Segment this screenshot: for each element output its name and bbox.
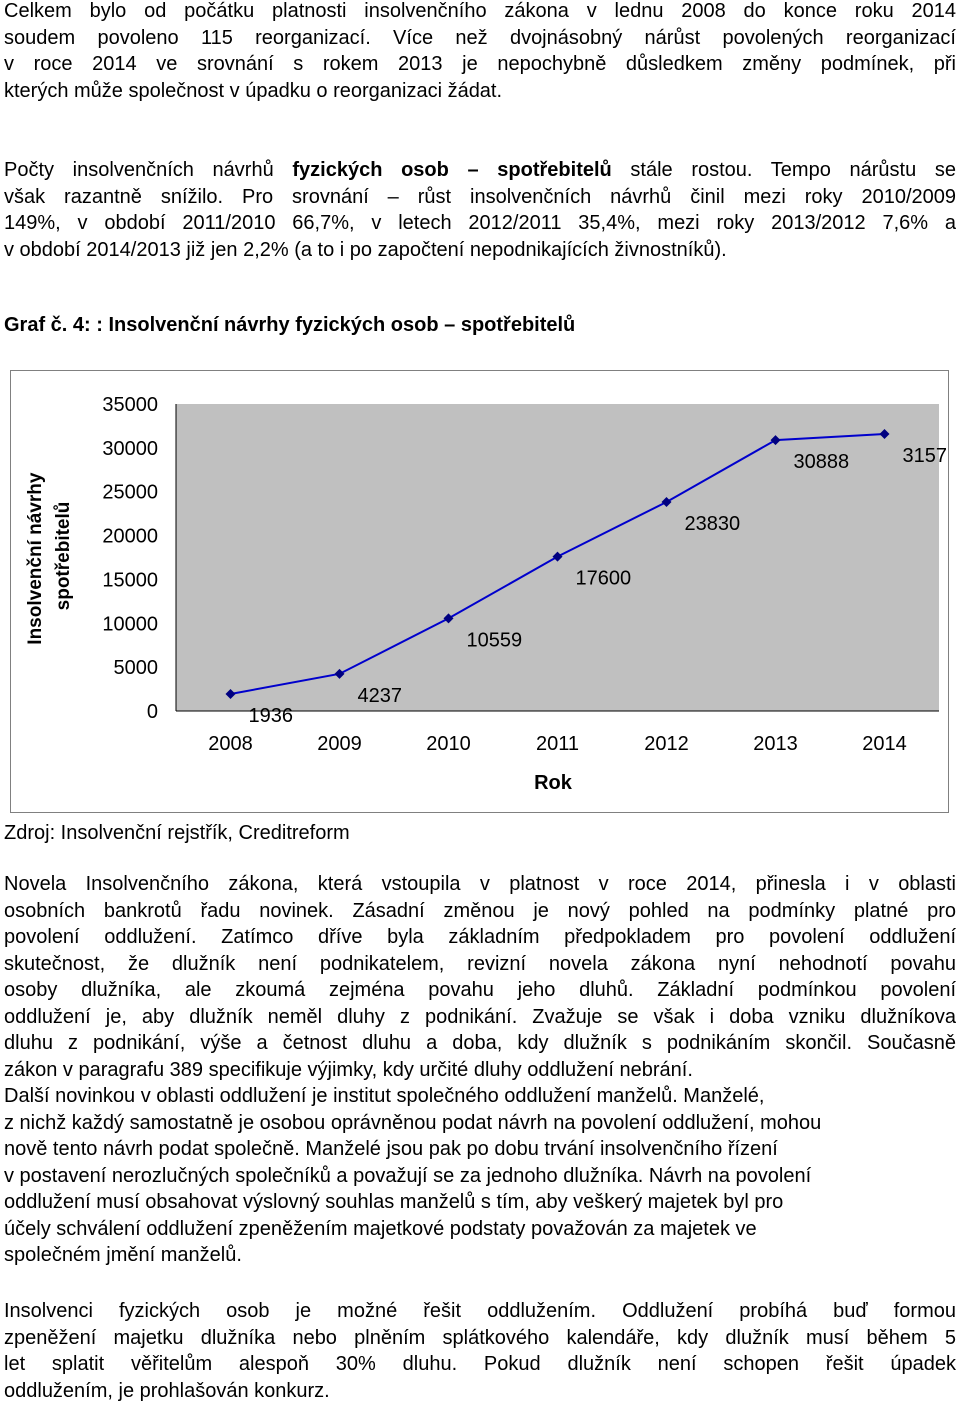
x-tick-label: 2014 — [862, 733, 907, 755]
data-point-marker — [225, 689, 236, 700]
series-line-group — [225, 429, 890, 700]
x-tick-label: 2011 — [536, 733, 579, 755]
text-line: v roce 2014 ve srovnání s rokem 2013 je … — [4, 53, 956, 75]
text-line: soudem povoleno 115 reorganizací. Více n… — [4, 26, 956, 49]
data-label: 1936 — [249, 705, 294, 727]
text-line: zpeněžení majetku dlužníka nebo plněním … — [4, 1326, 956, 1349]
text-line: osoby dlužníka, ale zkoumá zejména povah… — [4, 979, 956, 1001]
data-label: 17600 — [576, 568, 632, 590]
chart-source: Zdroj: Insolvenční rejstřík, Creditrefor… — [4, 822, 350, 844]
text-line: Novela Insolvenčního zákona, která vstou… — [4, 873, 956, 895]
y-tick-labels: 35000 30000 25000 20000 15000 10000 5000 0 — [102, 394, 158, 723]
paragraph-consumer-insolvency: Počty insolvenčních návrhů fyzických oso… — [4, 157, 956, 263]
data-point-marker — [879, 429, 890, 440]
text-line: nově tento návrh podat společně. Manželé… — [4, 1138, 778, 1160]
text-line: oddlužení musí obsahovat výslovný souhla… — [4, 1191, 784, 1213]
bold-text-run: fyzických osob – spotřebitelů — [292, 159, 612, 181]
x-tick-label: 2013 — [753, 733, 798, 755]
text-line: společném jmění manželů. — [4, 1244, 242, 1266]
data-label: 23830 — [685, 513, 741, 535]
text-line: dluhu z podnikání, výše a četnost dluhu … — [4, 1032, 956, 1054]
chart-frame: 35000 30000 25000 20000 15000 10000 5000 0 2008… — [10, 370, 949, 813]
text-line: oddlužením, je prohlašován konkurz. — [4, 1379, 330, 1402]
y-tick-label: 10000 — [102, 613, 158, 635]
data-label: 4237 — [358, 685, 403, 707]
text-line: účely schválení oddlužení zpeněžením maj… — [4, 1217, 757, 1240]
y-tick-label: 20000 — [102, 526, 158, 548]
text-line: oddlužení je, aby dlužník neměl dluhy z … — [4, 1005, 956, 1028]
text-line: osobních bankrotů řadu novinek. Zásadní … — [4, 899, 956, 922]
x-tick-label: 2009 — [317, 733, 362, 755]
text-line: Další novinkou v oblasti oddlužení je in… — [4, 1085, 765, 1107]
data-point-marker — [661, 496, 672, 507]
text-line: povolení oddlužení. Zatímco dříve byla z… — [4, 926, 956, 948]
text-line: v období 2014/2013 již jen 2,2% (a to i … — [4, 238, 727, 261]
data-point-marker — [770, 435, 781, 446]
data-label: 30888 — [794, 451, 850, 473]
x-tick-label: 2010 — [426, 733, 471, 755]
text-line: kterých může společnost v úpadku o reorg… — [4, 79, 503, 102]
y-tick-label: 35000 — [102, 394, 158, 416]
paragraph-reorganizations: Celkem bylo od počátku platnosti insolve… — [4, 0, 956, 104]
line-chart: 35000 30000 25000 20000 15000 10000 5000 0 2008… — [25, 394, 949, 794]
paragraph-debt-relief: Insolvenci fyzických osob je možné řešit… — [4, 1298, 956, 1404]
data-label-group: 1936 4237 10559 17600 23830 30888 31577 — [249, 445, 949, 727]
x-tick-label: 2012 — [644, 733, 689, 755]
text-line: skutečnost, že dlužník není podnikatelem… — [4, 952, 956, 975]
y-axis-title: Insolvenční návrhy spotřebitelů — [25, 467, 74, 644]
text-line: však razantně snížilo. Pro srovnání – rů… — [4, 185, 956, 208]
text-line: Insolvenci fyzických osob je možné řešit… — [4, 1300, 956, 1322]
data-point-marker — [443, 613, 454, 624]
text-run: Počty insolvenčních návrhů — [4, 159, 293, 181]
data-point-marker — [334, 668, 345, 679]
text-run: stále rostou. Tempo nárůstu se — [611, 159, 956, 181]
x-tick-label: 2008 — [208, 733, 253, 755]
text-line: Celkem bylo od počátku platnosti insolve… — [4, 0, 956, 22]
x-axis-title: Rok — [534, 772, 573, 794]
text-line: 149%, v období 2011/2010 66,7%, v letech… — [4, 212, 956, 234]
y-tick-label: 25000 — [102, 482, 158, 504]
text-line: Počty insolvenčních návrhů fyzických oso… — [4, 157, 956, 184]
y-tick-label: 5000 — [114, 657, 159, 679]
y-axis-title-line: spotřebitelů — [53, 502, 74, 611]
paragraph-amendment: Novela Insolvenčního zákona, která vstou… — [4, 871, 956, 1269]
text-line: let splatit věřitelům alespoň 30% dluhu.… — [4, 1353, 956, 1375]
y-tick-label: 0 — [147, 701, 158, 723]
figure-caption: Graf č. 4: : Insolvenční návrhy fyzickýc… — [4, 314, 576, 336]
data-label: 10559 — [467, 629, 523, 651]
y-tick-label: 15000 — [102, 569, 158, 591]
data-label: 31577 — [903, 445, 949, 467]
y-axis-title-line: Insolvenční návrhy — [25, 472, 46, 645]
data-point-marker — [552, 551, 563, 562]
text-line: v postavení nerozlučných společníků a po… — [4, 1164, 812, 1187]
x-tick-labels: 2008 2009 2010 2011 2012 2013 2014 — [208, 733, 907, 755]
y-tick-label: 30000 — [102, 438, 158, 460]
text-line: z nichž každý samostatně je osobou opráv… — [4, 1111, 822, 1134]
text-line: zákon v paragrafu 389 specifikuje výjimk… — [4, 1058, 693, 1081]
